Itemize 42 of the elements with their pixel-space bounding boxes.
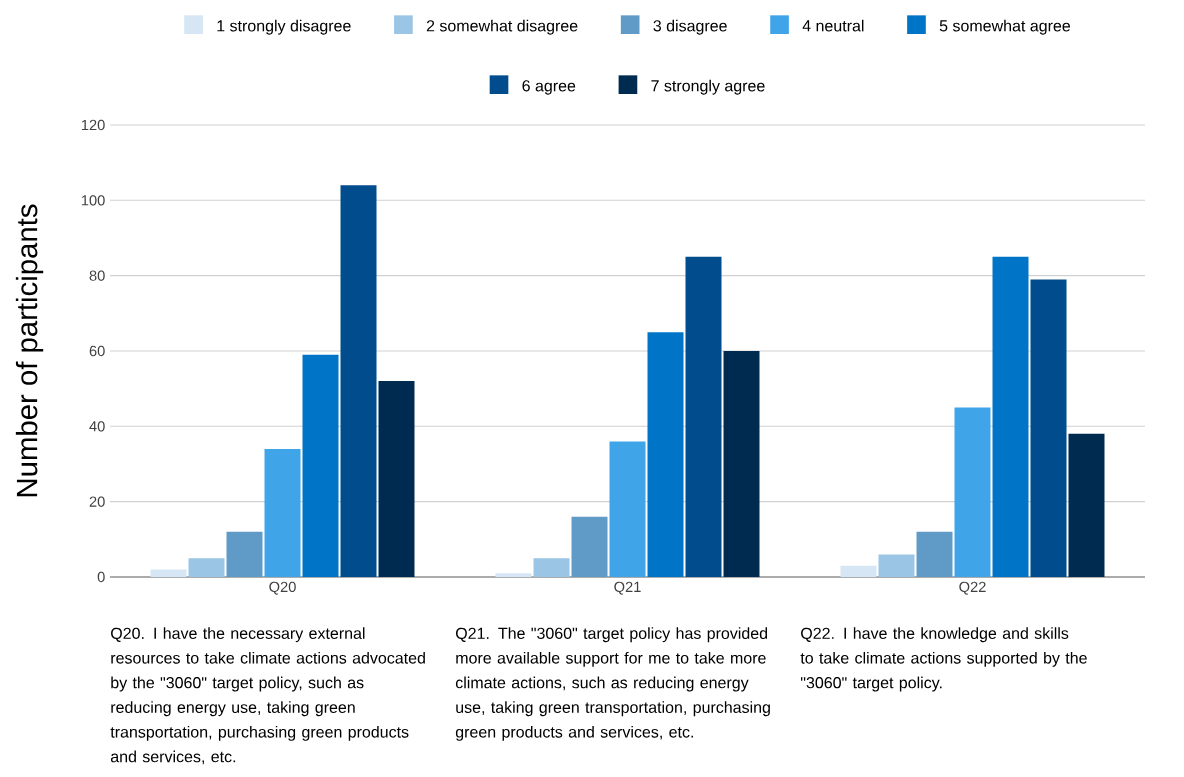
bar xyxy=(878,554,915,577)
legend-label: 5 somewhat agree xyxy=(939,19,1071,35)
bar xyxy=(302,354,339,577)
legend-label: 1 strongly disagree xyxy=(217,19,351,35)
legend-label: 7 strongly agree xyxy=(651,79,765,95)
bar xyxy=(840,565,877,577)
bar xyxy=(916,531,953,577)
y-tick-label: 80 xyxy=(89,270,105,281)
y-axis-title: Number of participants xyxy=(15,204,44,497)
legend-label: 6 agree xyxy=(522,80,576,95)
x-tick-label: Q20 xyxy=(269,581,296,595)
bar xyxy=(226,531,263,577)
x-tick-label: Q21 xyxy=(614,581,641,595)
bar xyxy=(188,558,225,577)
text: Q21. The "3060" target policy has provided more available support for me to take more climate actions, such as reducing energy use, taking green transportation, purchasing green products and services, etc. xyxy=(455,627,770,741)
bar xyxy=(685,256,722,577)
y-tick-label: 120 xyxy=(81,119,105,131)
text: Q22. I have the knowledge and skills to take climate actions supported by the "3060" target policy. xyxy=(800,627,1087,692)
y-tick-label: 100 xyxy=(81,195,105,206)
legend-label: 2 somewhat disagree xyxy=(426,19,578,35)
bar xyxy=(992,256,1029,577)
bar xyxy=(340,185,377,577)
bar xyxy=(378,381,415,577)
bar xyxy=(150,569,187,577)
legend-label: 3 disagree xyxy=(653,19,727,35)
bar xyxy=(1030,279,1067,577)
legend-label: 4 neutral xyxy=(802,19,864,32)
bar xyxy=(264,448,301,577)
bar xyxy=(1068,433,1105,577)
x-tick-label: Q22 xyxy=(959,581,986,595)
bar xyxy=(571,516,608,577)
bar xyxy=(954,407,991,577)
bar xyxy=(533,558,570,577)
text: Q20. I have the necessary external resources to take climate actions advocated by the "3060" target policy, such as reducing energy use, taking green transportation, purchasing green products and services, etc. xyxy=(110,627,425,765)
y-tick-label: 60 xyxy=(89,345,105,357)
bar xyxy=(609,441,646,577)
y-tick-label: 40 xyxy=(89,421,105,432)
y-tick-label: 20 xyxy=(89,496,105,507)
y-tick-label: 0 xyxy=(97,571,105,583)
bar xyxy=(647,332,684,577)
bar xyxy=(495,573,532,577)
bar xyxy=(723,350,760,577)
